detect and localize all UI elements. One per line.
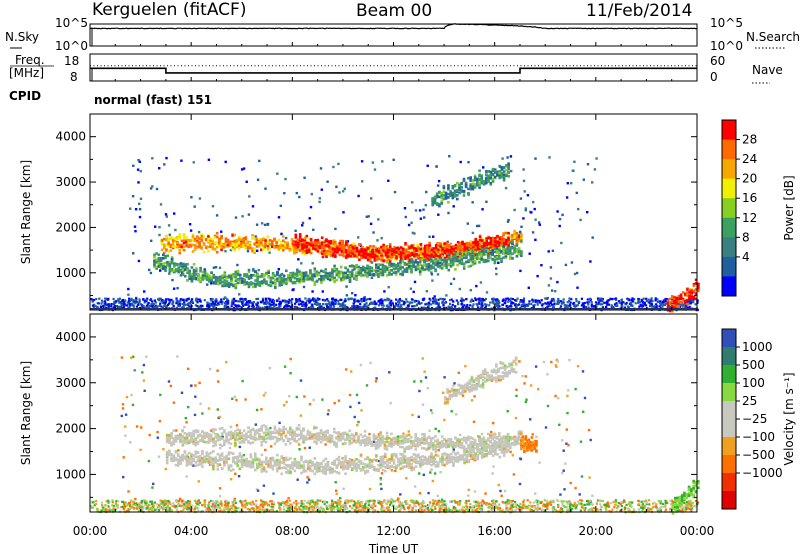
y-tick-label: 4000	[55, 330, 86, 344]
x-tick-label: 00:00	[73, 524, 108, 538]
nsky-series-line	[89, 23, 698, 30]
velocity-colorbar-segment	[722, 491, 736, 510]
velocity-colorbar-segment	[722, 455, 736, 474]
y-tick-label: 1000	[55, 467, 86, 481]
cpid-label: CPID	[9, 89, 42, 103]
velocity-colorbar-segment	[722, 329, 736, 348]
power-colorbar-segment	[722, 159, 736, 180]
velocity-colorbar-tick-label: −1000	[742, 466, 783, 480]
power-colorbar-segment	[722, 139, 736, 160]
x-tick-label: 08:00	[275, 524, 310, 538]
nave-label: Nave	[752, 63, 783, 77]
y-tick-label: 1000	[55, 266, 86, 280]
noise-tick-bottom-right: 10^0	[710, 39, 743, 53]
power-colorbar-frame	[721, 119, 737, 297]
beam-label: Beam 00	[356, 1, 433, 21]
power-colorbar-segment	[722, 198, 736, 219]
power-colorbar-tick-label: 28	[742, 133, 757, 147]
cpid-value: normal (fast) 151	[94, 93, 212, 107]
noise-tick-bottom-left: 10^0	[55, 39, 88, 53]
velocity-panel-frame	[89, 313, 698, 513]
power-colorbar-tick-label: 16	[742, 191, 757, 205]
noise-tick-top-right: 10^5	[710, 16, 743, 30]
velocity-colorbar-tick-label: 100	[742, 376, 765, 390]
noise-tick-top-left: 10^5	[55, 16, 88, 30]
power-colorbar-tick-label: 8	[742, 230, 750, 244]
power-colorbar-segment	[722, 276, 736, 297]
nsky-label: N.Sky	[5, 30, 40, 44]
power-scatter-cells	[90, 155, 700, 313]
power-colorbar-tick-label: 4	[742, 250, 750, 264]
velocity-colorbar-tick-label: 1000	[742, 340, 773, 354]
x-tick-label: 20:00	[579, 524, 614, 538]
power-colorbar-segment	[722, 256, 736, 277]
freq-tick-top: 18	[64, 54, 80, 68]
power-colorbar-segment	[722, 120, 736, 141]
freq-label: Freq.	[15, 53, 45, 67]
x-axis-label: Time UT	[368, 542, 419, 554]
y-tick-label: 2000	[55, 220, 86, 234]
velocity-colorbar-tick-label: −25	[742, 412, 767, 426]
velocity-colorbar-tick-label: 500	[742, 358, 765, 372]
power-colorbar-tick-label: 20	[742, 172, 757, 186]
x-tick-label: 00:00	[680, 524, 715, 538]
power-colorbar-tick-label: 24	[742, 152, 757, 166]
velocity-colorbar-tick-label: −100	[742, 430, 775, 444]
freq-series-line	[90, 67, 697, 74]
power-colorbar-segment	[722, 237, 736, 258]
nsearch-label: N.Search	[746, 30, 800, 44]
freq-tick-bottom: 8	[70, 70, 78, 84]
velocity-colorbar-segment	[722, 365, 736, 384]
velocity-colorbar-tick-label: 25	[742, 394, 757, 408]
velocity-colorbar-segment	[722, 383, 736, 402]
power-y-axis-label: Slant Range [km]	[19, 160, 33, 264]
nave-tick-top: 60	[710, 54, 726, 68]
x-tick-label: 16:00	[477, 524, 512, 538]
power-colorbar-segment	[722, 217, 736, 238]
freq-unit-label: [MHz]	[9, 66, 45, 80]
y-tick-label: 4000	[55, 130, 86, 144]
date-label: 11/Feb/2014	[586, 1, 693, 21]
velocity-colorbar-segment	[722, 419, 736, 438]
y-tick-label: 3000	[55, 376, 86, 390]
velocity-colorbar-segment	[722, 401, 736, 420]
velocity-colorbar-segment	[722, 437, 736, 456]
velocity-y-axis-label: Slant Range [km]	[19, 361, 33, 465]
power-panel-frame	[89, 113, 698, 311]
x-tick-label: 12:00	[376, 524, 411, 538]
y-tick-label: 2000	[55, 422, 86, 436]
nave-tick-bottom: 0	[710, 70, 718, 84]
velocity-scatter-cells	[90, 355, 700, 515]
velocity-colorbar-tick-label: −500	[742, 448, 775, 462]
power-colorbar-tick-label: 12	[742, 211, 757, 225]
velocity-colorbar-segment	[722, 347, 736, 366]
y-tick-label: 3000	[55, 175, 86, 189]
x-tick-label: 04:00	[174, 524, 209, 538]
power-colorbar-label: Power [dB]	[782, 175, 796, 240]
velocity-colorbar-label: Velocity [m s⁻¹]	[782, 372, 796, 465]
power-colorbar-segment	[722, 178, 736, 199]
velocity-colorbar-segment	[722, 473, 736, 492]
station-title: Kerguelen (fitACF)	[92, 0, 247, 20]
